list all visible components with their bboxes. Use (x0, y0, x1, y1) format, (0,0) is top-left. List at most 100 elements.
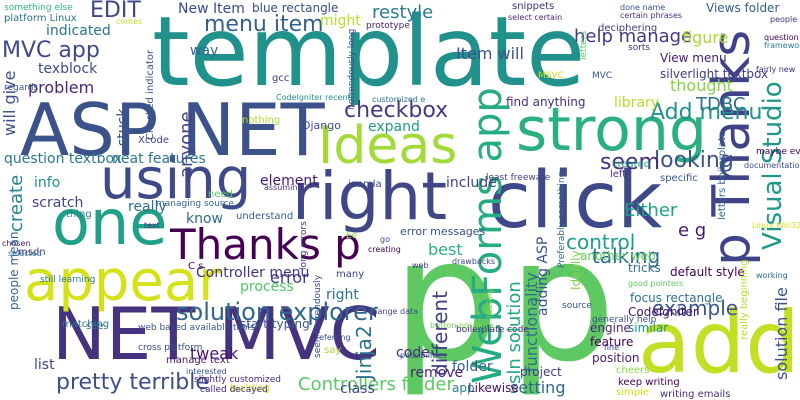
word: add (638, 293, 800, 393)
word: Add menu (650, 100, 763, 125)
word: people (770, 15, 798, 24)
word: checkbox (344, 98, 449, 123)
word: change data (368, 307, 419, 316)
word: fine (604, 343, 620, 352)
word: manage text (166, 355, 230, 366)
word: seen horrendously (313, 274, 323, 358)
word: Jinja2 (352, 325, 376, 380)
word: still learning (40, 275, 96, 285)
word: help manage (574, 26, 693, 47)
word: possibilities (400, 351, 447, 360)
word: customized e (372, 95, 426, 104)
word: CodeIgniter (628, 305, 698, 319)
word: problem (28, 78, 95, 97)
word: setting (510, 378, 566, 397)
word: start typing (240, 317, 310, 331)
word: MVC (592, 71, 613, 81)
word: texblock (38, 61, 98, 77)
word: solution explorer (176, 298, 378, 326)
word: best (428, 240, 463, 259)
word: working (756, 271, 788, 280)
word: prototype (366, 21, 410, 31)
word: created (612, 159, 651, 170)
word: specific (660, 173, 698, 184)
word: writing emails (660, 389, 731, 400)
word: pretty terrible (56, 370, 209, 395)
word: example (652, 296, 739, 320)
word: tricks (628, 261, 661, 275)
word: e g (678, 220, 707, 241)
word: list (34, 357, 55, 373)
word: comes (116, 17, 143, 26)
word: platform Linux (4, 13, 77, 24)
word: done name (620, 3, 666, 12)
word: web based available tools (138, 323, 255, 333)
word: New Item (178, 1, 245, 17)
word: focus rectangle (630, 291, 723, 305)
word: gcc (272, 73, 290, 84)
word: blue rectangle (252, 1, 339, 15)
word: Views folder (706, 1, 780, 15)
word: info (34, 175, 61, 191)
word: default style (670, 265, 745, 279)
word: fairly new (756, 65, 796, 74)
word: good pointers (628, 279, 684, 288)
word: p (508, 202, 616, 400)
word: assuming (264, 183, 303, 192)
word: horrendously long (347, 28, 357, 110)
word: MSVC (538, 71, 564, 81)
word: long errors (299, 221, 309, 270)
word: need (208, 189, 233, 200)
word: using (100, 147, 252, 212)
word: framework (764, 41, 800, 50)
word: documentation (744, 161, 800, 170)
word: Either (624, 200, 678, 221)
word: include (446, 175, 497, 191)
word: snippets (512, 1, 555, 12)
word: C s (188, 261, 204, 272)
word: sorts (628, 43, 651, 53)
word: people mean (7, 231, 21, 310)
word: right (292, 158, 448, 235)
word: keep writing (618, 377, 680, 388)
word: Ideally (569, 250, 583, 290)
word: scratch (32, 195, 84, 211)
word: maybe even (756, 147, 800, 157)
word: boilerplate code (456, 325, 529, 335)
word: element (260, 173, 318, 189)
word: slightly customized (194, 375, 281, 385)
word: simple (616, 387, 650, 398)
word: control (566, 230, 636, 254)
word: looking (654, 148, 734, 173)
word: create (6, 174, 27, 232)
word: NET MVC (52, 292, 380, 376)
word: class (340, 381, 375, 397)
word: remove (410, 365, 464, 381)
word: error messages (400, 225, 486, 238)
word: cheers (616, 365, 650, 376)
word: Ideally (485, 288, 495, 318)
word: tweak (190, 344, 239, 363)
word: understand (236, 211, 294, 222)
word: View menu (660, 51, 727, 65)
word: matching (62, 319, 110, 330)
word: different (428, 291, 452, 376)
word: source (562, 301, 592, 311)
word: selected (8, 249, 42, 258)
word: library (614, 95, 660, 111)
word: expand (368, 119, 420, 135)
word: right (326, 287, 359, 303)
word: Controllers folder (298, 374, 454, 395)
word: button positions (430, 321, 495, 330)
word: regards (4, 83, 39, 93)
word: question (764, 33, 799, 42)
word: talking (592, 244, 661, 268)
word: really beginning (739, 259, 750, 340)
word: app (452, 381, 475, 395)
word: msdn (18, 247, 46, 258)
word: Django (302, 119, 341, 132)
word: Checked indicator (145, 49, 156, 140)
word: Ideas (318, 116, 458, 176)
word: will give (0, 70, 19, 136)
word: thing (66, 209, 92, 220)
